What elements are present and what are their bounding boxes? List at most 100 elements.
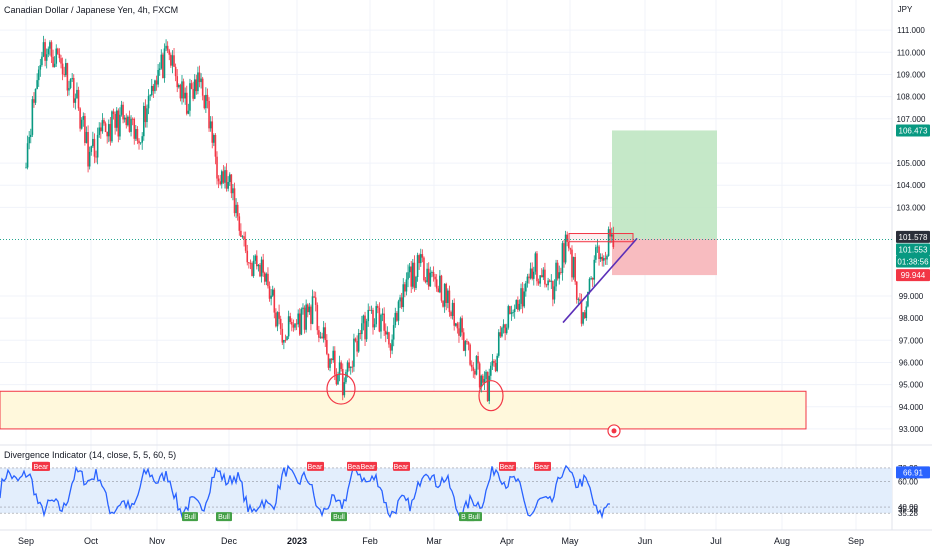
candle-body [376,306,379,308]
candle-body [429,272,432,287]
candle-body [79,108,81,129]
candle-body [203,95,206,109]
support-zone[interactable] [0,390,807,430]
candle-body [96,134,99,158]
time-axis-label: Oct [84,536,99,546]
low-highlight-circle[interactable] [478,380,504,412]
candle-body [494,362,497,371]
candle-body [373,324,376,328]
candle-body [566,234,569,242]
candle-body [155,80,158,85]
candle-body [259,264,261,277]
candle-body [326,340,328,354]
candle-body [149,95,151,96]
candle-body [190,83,193,89]
candle-body [130,118,132,132]
candle-body [319,336,322,338]
candle-body [45,54,48,61]
bear-label [33,461,50,471]
candle-body [294,323,296,328]
symbol-title[interactable]: Canadian Dollar / Japanese Yen, 4h, FXCM [4,5,179,15]
bear-label [307,461,324,471]
candle-body [461,318,463,333]
candle-body [413,262,416,288]
candle-body [142,105,145,137]
candle-body [33,99,35,103]
candle-body [359,333,362,335]
candle-body [316,304,319,331]
candle-body [454,323,457,326]
candle-body [572,257,575,278]
candle-body [341,368,344,396]
indicator-tick-label: 35.28 [898,509,919,518]
candle-body [168,50,171,55]
candle-body [502,324,505,328]
time-axis-label: Aug [774,536,790,546]
candle-body [127,116,129,126]
candle-body [583,312,586,319]
candle-body [189,83,191,111]
candle-body [598,246,600,259]
candle-body [426,268,428,283]
price-tick-label: 93.000 [899,425,924,434]
candle-body [456,323,459,329]
candle-body [64,63,67,76]
candle-body [526,276,529,284]
candle-body [482,375,484,383]
candle-body [563,243,565,263]
candle-body [224,170,226,183]
candle-body [588,278,591,292]
candle-body [230,174,233,194]
time-axis-label: 2023 [287,536,307,546]
candle-body [575,281,578,300]
candle-body [469,344,471,365]
candle-body [176,76,179,88]
candle-body [144,105,147,123]
long-position-loss-zone[interactable] [612,238,717,276]
candle-body [416,255,419,278]
candle-body [256,255,258,267]
candle-body [534,253,537,272]
candle-body [582,312,584,324]
candle-body [246,250,249,263]
candle-body [370,309,373,311]
candle-body [227,182,229,189]
oscillator-line[interactable] [0,464,611,520]
candle-body [166,45,169,51]
candle-body [439,275,441,293]
candle-body [123,117,126,120]
candle-body [364,315,366,340]
ascending-trendline[interactable] [562,237,638,324]
resistance-box[interactable] [568,233,634,243]
long-position-profit-zone[interactable] [612,130,717,239]
candle-body [31,99,34,135]
candle-body [427,268,430,287]
candle-body [200,78,202,83]
candle-body [392,325,395,340]
candle-body [380,314,382,332]
candle-body [405,279,408,292]
candle-body [279,318,282,329]
indicator-title[interactable]: Divergence Indicator (14, close, 5, 5, 6… [4,450,177,460]
time-axis-label: Jul [710,536,722,546]
candle-body [49,42,51,49]
candle-body [532,271,535,279]
candle-body [251,263,253,276]
candle-body [537,281,540,284]
candle-body [544,269,546,285]
candle-body [125,117,128,126]
candle-body [128,116,131,132]
candle-body [295,323,298,325]
candle-body [475,355,478,375]
candle-body [300,309,303,335]
bull-label-text: Bull [184,514,196,521]
candle-body [289,316,292,322]
candle-body [28,137,30,144]
candle-body [284,339,287,341]
low-highlight-circle[interactable] [326,373,356,405]
candle-body [361,323,363,335]
candle-body [302,307,304,310]
bear-label [347,461,364,471]
candle-body [68,87,70,91]
